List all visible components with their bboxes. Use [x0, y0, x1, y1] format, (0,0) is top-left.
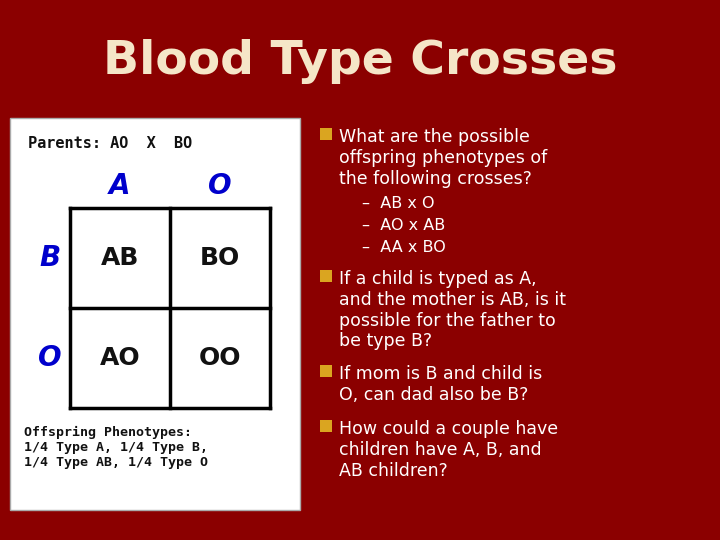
Text: AO: AO — [99, 346, 140, 370]
Text: What are the possible
offspring phenotypes of
the following crosses?: What are the possible offspring phenotyp… — [339, 128, 547, 187]
Text: How could a couple have
children have A, B, and
AB children?: How could a couple have children have A,… — [339, 420, 558, 480]
Text: Offspring Phenotypes:
1/4 Type A, 1/4 Type B,
1/4 Type AB, 1/4 Type O: Offspring Phenotypes: 1/4 Type A, 1/4 Ty… — [24, 426, 208, 469]
Text: O: O — [208, 172, 232, 200]
Text: Blood Type Crosses: Blood Type Crosses — [103, 39, 617, 84]
Text: If a child is typed as A,
and the mother is AB, is it
possible for the father to: If a child is typed as A, and the mother… — [339, 270, 566, 350]
Text: OO: OO — [199, 346, 241, 370]
Text: BO: BO — [200, 246, 240, 270]
Bar — [320, 270, 332, 282]
Text: –  AO x AB: – AO x AB — [362, 218, 445, 233]
Bar — [320, 128, 332, 140]
Text: AB: AB — [101, 246, 139, 270]
Bar — [320, 365, 332, 377]
Text: –  AB x O: – AB x O — [362, 196, 434, 211]
Bar — [10, 118, 300, 510]
Text: B: B — [40, 244, 60, 272]
Text: If mom is B and child is
O, can dad also be B?: If mom is B and child is O, can dad also… — [339, 365, 542, 404]
Text: A: A — [109, 172, 131, 200]
Text: Parents: AO  X  BO: Parents: AO X BO — [28, 136, 192, 151]
Text: O: O — [38, 344, 62, 372]
Text: –  AA x BO: – AA x BO — [362, 240, 446, 255]
Bar — [320, 420, 332, 432]
